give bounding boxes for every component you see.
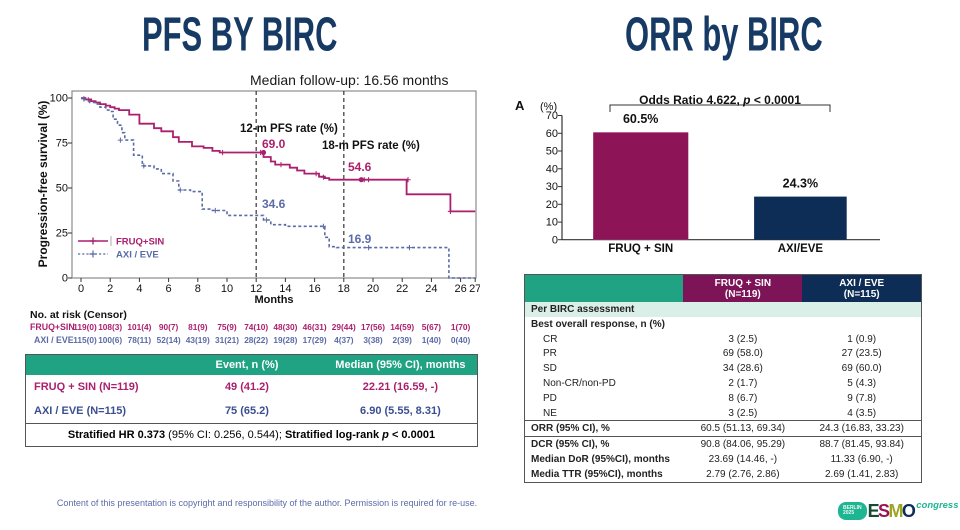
svg-text:75: 75 [56,138,68,150]
svg-text:0: 0 [552,234,558,246]
svg-text:100: 100 [50,93,68,105]
svg-text:10: 10 [221,283,233,295]
svg-text:54.6: 54.6 [348,160,372,174]
svg-text:FRUQ + SIN: FRUQ + SIN [608,243,673,255]
svg-text:12-m PFS rate (%): 12-m PFS rate (%) [240,123,338,135]
svg-text:69.0: 69.0 [262,137,286,151]
svg-text:20: 20 [546,199,558,211]
svg-text:50: 50 [56,183,68,195]
svg-text:6: 6 [166,283,172,295]
svg-text:60.5%: 60.5% [623,112,658,126]
svg-text:24: 24 [425,283,437,295]
svg-text:Progression-free survival (%): Progression-free survival (%) [36,101,50,268]
svg-text:Months: Months [254,294,293,303]
svg-text:50: 50 [546,146,558,158]
svg-text:40: 40 [546,163,558,175]
svg-text:16: 16 [308,283,320,295]
svg-text:4: 4 [136,283,142,295]
svg-text:34.6: 34.6 [262,197,286,211]
svg-text:8: 8 [195,283,201,295]
svg-text:27: 27 [469,283,480,295]
svg-text:22: 22 [396,283,408,295]
svg-text:A: A [515,98,525,113]
svg-text:30: 30 [546,181,558,193]
svg-text:0: 0 [78,283,84,295]
svg-text:AXI / EVE: AXI / EVE [116,249,159,260]
svg-text:16.9: 16.9 [348,232,372,246]
svg-text:Odds Ratio 4.622, p < 0.0001: Odds Ratio 4.622, p < 0.0001 [639,95,801,107]
svg-text:AXI/EVE: AXI/EVE [778,243,824,255]
svg-text:18-m PFS rate (%): 18-m PFS rate (%) [322,140,420,152]
svg-text:0: 0 [62,273,68,285]
svg-text:20: 20 [367,283,379,295]
svg-text:26: 26 [454,283,466,295]
svg-text:18: 18 [338,283,350,295]
svg-text:10: 10 [546,217,558,229]
svg-text:FRUQ+SIN: FRUQ+SIN [116,236,164,247]
svg-text:60: 60 [546,128,558,140]
svg-text:2: 2 [107,283,113,295]
svg-text:24.3%: 24.3% [783,177,818,191]
svg-text:(%): (%) [540,101,557,113]
svg-text:25: 25 [56,228,68,240]
